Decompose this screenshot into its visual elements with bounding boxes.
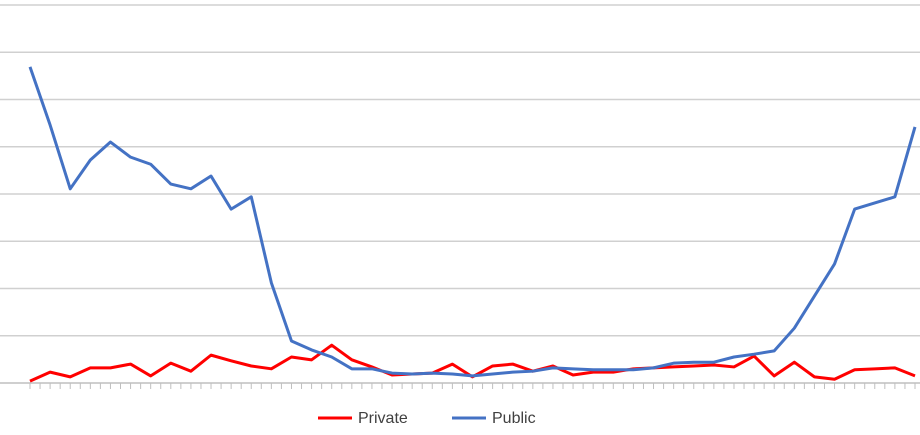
legend-label: Public (492, 410, 536, 427)
legend-label: Private (358, 410, 408, 427)
line-series (28, 66, 917, 378)
